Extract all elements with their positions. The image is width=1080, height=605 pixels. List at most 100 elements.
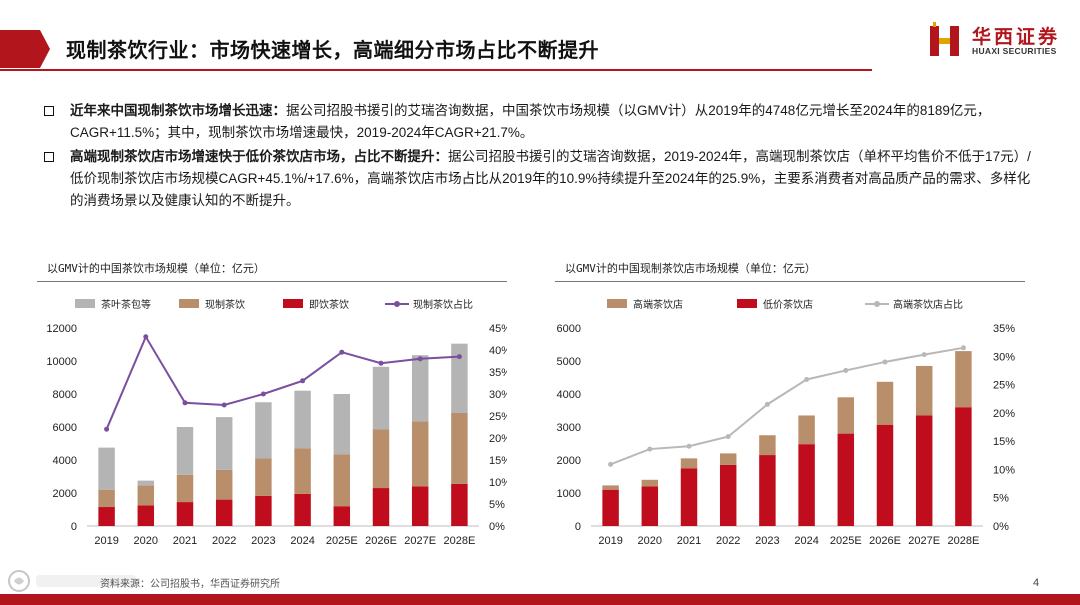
x-axis-tick-label: 2019 [598, 535, 622, 547]
chart-canvas: 茶叶茶包等 现制茶饮 即饮茶饮 现制茶饮占比 0 2000 4000 6000 8000 1000… [46, 298, 507, 547]
y-axis-tick-label: 0 [575, 521, 581, 533]
chart-tea-market-size: 以GMV计的中国茶饮市场规模（单位：亿元） 茶叶茶包等 现制茶饮 即饮茶饮 现制茶饮占… [37, 250, 507, 555]
share-line-point [378, 360, 384, 366]
x-axis-tick-label: 2026E [869, 535, 901, 547]
bar-segment [215, 499, 233, 526]
bar-segment [719, 464, 737, 526]
watermark-logo-icon [8, 570, 136, 592]
share-line-point [686, 443, 692, 449]
logo-english-name: HUAXI SECURITIES [972, 46, 1057, 56]
bar-segment [255, 402, 272, 459]
y-axis-tick-label: 3000 [557, 422, 581, 434]
legend-label: 低价茶饮店 [763, 298, 813, 311]
x-axis-tick-label: 2020 [134, 535, 158, 547]
bar-segment [333, 394, 351, 455]
bar-segment [680, 458, 698, 469]
share-line-point [143, 334, 149, 340]
bar-segment [876, 381, 894, 425]
source-note: 资料来源：公司招股书，华西证券研究所 [100, 579, 280, 590]
bar-segment [798, 415, 815, 445]
bar-segment [451, 483, 468, 526]
y-axis-tick-label: 2000 [557, 455, 581, 467]
chart-freshly-made-tea-shop-market: 以GMV计的中国现制茶饮店市场规模（单位：亿元） 高端茶饮店 低价茶饮店 高端茶饮店… [555, 250, 1025, 555]
chart-title: 以GMV计的中国现制茶饮店市场规模（单位：亿元） [565, 262, 816, 275]
secondary-y-axis-tick-label: 5% [489, 499, 505, 511]
bar-segment [176, 427, 194, 475]
bar-segment [680, 468, 698, 526]
secondary-y-axis-tick-label: 5% [993, 493, 1009, 505]
bar-segment [798, 444, 815, 526]
share-line-point [608, 461, 614, 467]
bullet-list: 近年来中国现制茶饮市场增长迅速：据公司招股书援引的艾瑞咨询数据，中国茶饮市场规模… [40, 100, 1040, 214]
secondary-y-axis-tick-label: 20% [489, 433, 507, 445]
bullet-item: 高端现制茶饮店市场增速快于低价茶饮店市场，占比不断提升：据公司招股书援引的艾瑞咨… [40, 146, 1040, 212]
share-line-point [300, 378, 306, 384]
bar-segment [876, 424, 894, 526]
x-axis-tick-label: 2024 [290, 535, 314, 547]
secondary-y-axis-tick-label: 30% [489, 389, 507, 401]
y-axis-tick-label: 6000 [53, 422, 77, 434]
bullet-lead: 高端现制茶饮店市场增速快于低价茶饮店市场，占比不断提升： [70, 149, 448, 164]
x-axis-tick-label: 2023 [251, 535, 275, 547]
bullet-body: 据公司招股书援引的艾瑞咨询数据，2019-2024年，高端现制茶饮店（单杯平均售… [70, 149, 1031, 208]
y-axis-tick-label: 4000 [53, 455, 77, 467]
bar-segment [215, 469, 233, 500]
bullet-lead: 近年来中国现制茶饮市场增长迅速： [70, 103, 286, 118]
share-line [610, 346, 964, 466]
legend-label: 高端茶饮店 [633, 298, 683, 311]
bar-segment [719, 453, 737, 465]
bar-segment [98, 489, 115, 508]
bar-segment [759, 435, 776, 456]
x-axis-tick-label: 2025E [326, 535, 358, 547]
y-axis-tick-label: 8000 [53, 389, 77, 401]
secondary-y-axis-tick-label: 20% [993, 408, 1015, 420]
secondary-y-axis-tick-label: 0% [993, 521, 1009, 533]
bar-segment [333, 454, 351, 507]
secondary-y-axis-tick-label: 30% [993, 351, 1015, 363]
chart-title-divider [555, 281, 1025, 282]
bar-segment [98, 447, 115, 490]
share-line-point [843, 367, 849, 373]
bar-segment [372, 366, 390, 430]
x-axis-tick-label: 2025E [830, 535, 862, 547]
bar-segment [333, 506, 351, 526]
share-line-point [804, 376, 810, 382]
x-axis-tick-label: 2024 [794, 535, 818, 547]
bullet-body: 据公司招股书援引的艾瑞咨询数据，中国茶饮市场规模（以GMV计）从2019年的47… [70, 103, 991, 140]
bar-segment [294, 448, 311, 494]
bar-segment [255, 458, 272, 496]
legend-marker [874, 301, 880, 307]
share-line-point [182, 400, 188, 406]
x-axis-tick-label: 2022 [212, 535, 236, 547]
bar-segment [915, 365, 933, 416]
bar-segment [602, 485, 619, 490]
bar-segment [915, 415, 933, 526]
legend-label: 现制茶饮 [205, 298, 245, 311]
company-logo: 华西证券 HUAXI SECURITIES [928, 22, 1068, 62]
y-axis-tick-label: 4000 [557, 389, 581, 401]
checkbox-bullet-icon [44, 152, 54, 162]
secondary-y-axis-tick-label: 0% [489, 521, 505, 533]
bar-segment [294, 390, 311, 449]
bottom-bar [0, 594, 1080, 605]
secondary-y-axis-tick-label: 35% [489, 367, 507, 379]
x-axis-tick-label: 2023 [755, 535, 779, 547]
y-axis-tick-label: 0 [71, 521, 77, 533]
x-axis-tick-label: 2028E [947, 535, 979, 547]
legend-swatch [607, 299, 627, 308]
legend-label: 茶叶茶包等 [101, 298, 151, 311]
bar-segment [372, 429, 390, 489]
share-line-point [417, 356, 423, 362]
y-axis-tick-label: 10000 [46, 356, 77, 368]
share-line-point [221, 402, 227, 408]
bar-segment [759, 455, 776, 526]
share-line-point [882, 359, 888, 365]
legend-swatch [75, 299, 95, 308]
bar-segment [451, 412, 468, 484]
bar-segment [294, 493, 311, 526]
secondary-y-axis-tick-label: 10% [993, 464, 1015, 476]
bar-segment [955, 351, 972, 408]
share-line-point [764, 401, 770, 407]
secondary-y-axis-tick-label: 35% [993, 323, 1015, 335]
share-line-point [339, 349, 345, 355]
